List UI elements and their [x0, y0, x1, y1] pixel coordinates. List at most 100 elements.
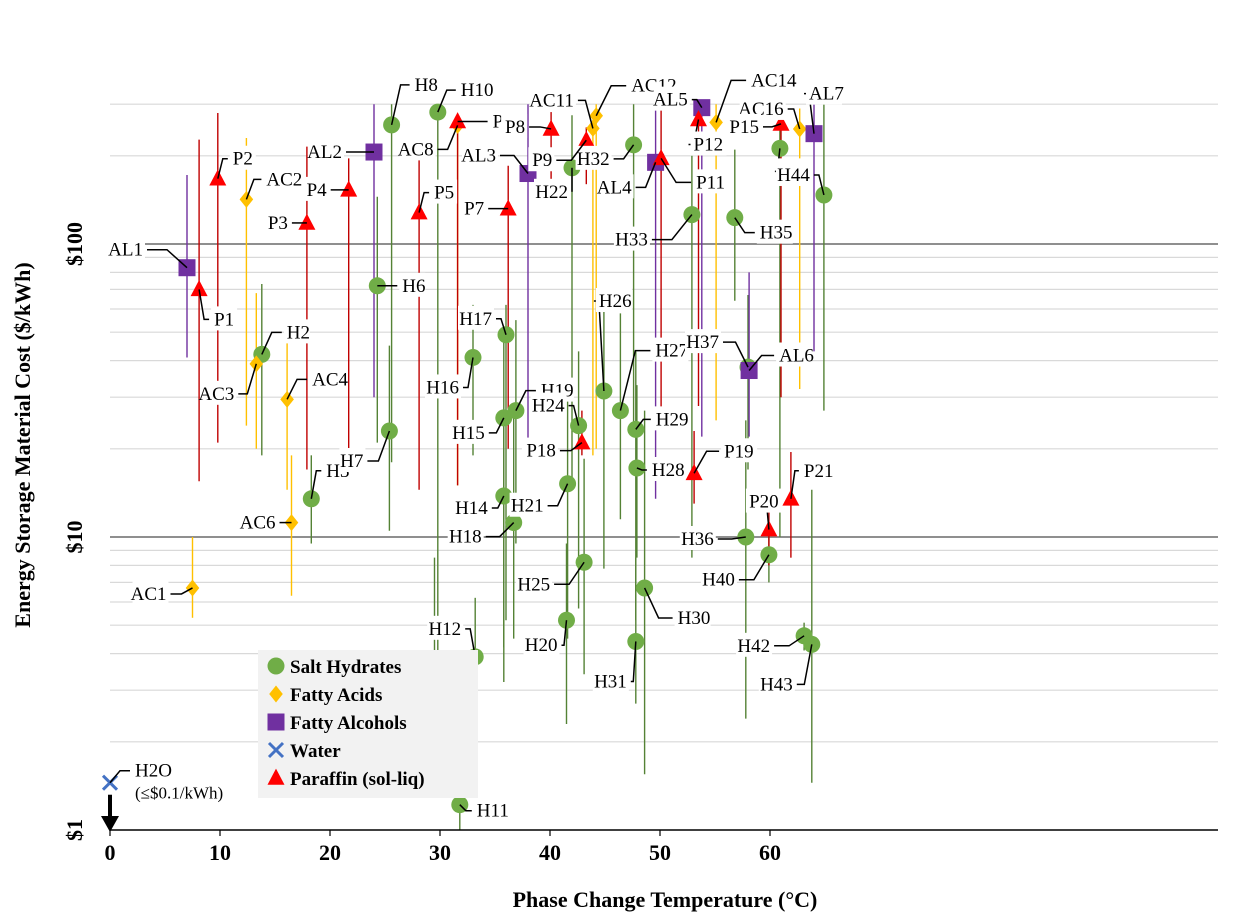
label-background — [806, 80, 842, 105]
label-leader — [198, 289, 210, 321]
label-leader — [217, 157, 228, 179]
label-background — [200, 380, 237, 405]
label-leader — [310, 470, 322, 499]
label-leader — [651, 214, 693, 241]
label-background — [241, 509, 278, 534]
label-leader — [245, 178, 262, 200]
label-leader — [463, 357, 474, 389]
point-label-h8: H8 — [415, 75, 438, 96]
point-label-al5: AL5 — [653, 90, 688, 111]
label-background — [453, 495, 490, 520]
label-background — [399, 272, 426, 297]
x-tick-label: 30 — [429, 840, 451, 865]
label-leader — [556, 139, 587, 161]
label-leader — [723, 341, 749, 368]
marker-p9 — [577, 130, 595, 148]
legend-label: Salt Hydrates — [290, 657, 401, 678]
label-background — [700, 566, 737, 591]
point-label-p7: P7 — [464, 199, 484, 220]
label-background — [736, 632, 773, 657]
label-background — [211, 306, 238, 331]
label-leader — [577, 99, 594, 129]
label-leader — [459, 804, 472, 812]
label-leader — [715, 79, 747, 123]
point-label-h10: H10 — [461, 80, 494, 101]
point-label-h2o: H2O — [135, 761, 172, 782]
label-leader — [147, 248, 188, 269]
point-label-h43: H43 — [760, 674, 793, 695]
point-label-p5: P5 — [434, 183, 454, 204]
label-background — [473, 797, 510, 822]
legend-marker-circle — [267, 657, 285, 675]
point-label-p1: P1 — [214, 309, 234, 330]
label-background — [399, 136, 436, 161]
label-background — [534, 178, 570, 203]
label-background — [109, 236, 145, 261]
label-leader — [619, 349, 651, 411]
label-background — [516, 571, 553, 596]
label-leader — [593, 300, 605, 392]
label-leader — [496, 318, 507, 335]
point-label-h35: H35 — [760, 223, 793, 244]
label-background — [263, 209, 290, 234]
label-leader — [547, 483, 569, 507]
label-leader — [595, 84, 627, 117]
marker-p12 — [690, 110, 707, 127]
label-leader — [790, 470, 799, 499]
label-leader — [630, 641, 637, 683]
water-cost-note: (≤$0.1/kWh) — [135, 784, 223, 803]
marker-p11 — [652, 149, 670, 166]
legend-marker-x — [267, 741, 285, 759]
label-leader — [748, 354, 775, 371]
label-background — [447, 523, 484, 548]
label-background — [653, 86, 690, 111]
label-background — [462, 142, 498, 167]
x-tick-label: 0 — [105, 840, 116, 865]
label-leader — [390, 84, 410, 126]
point-label-ac4: AC4 — [312, 369, 348, 390]
point-label-h14: H14 — [455, 498, 488, 519]
x-tick-label: 50 — [649, 840, 671, 865]
point-label-h2: H2 — [287, 322, 310, 343]
label-background — [309, 366, 346, 391]
label-background — [721, 438, 758, 463]
point-label-h20: H20 — [525, 635, 558, 656]
x-tick-label: 20 — [319, 840, 341, 865]
point-label-p2: P2 — [233, 149, 253, 170]
legend: Salt Hydrates Fatty Acids Fatty Alcohols Wa… — [258, 650, 478, 798]
label-leader — [813, 174, 825, 196]
label-background — [132, 580, 169, 605]
point-label-h29: H29 — [656, 409, 689, 430]
label-background — [521, 437, 558, 462]
label-background — [685, 329, 721, 354]
point-label-al3: AL3 — [461, 146, 496, 167]
label-background — [308, 139, 344, 164]
point-label-h26: H26 — [599, 291, 632, 312]
legend-label: Water — [290, 741, 341, 762]
label-background — [460, 195, 487, 220]
label-background — [756, 219, 793, 244]
point-label-al1: AL1 — [108, 240, 143, 261]
point-label-h40: H40 — [702, 570, 735, 591]
label-leader — [367, 430, 391, 462]
label-leader — [568, 404, 580, 426]
label-background — [229, 145, 256, 170]
point-label-al6: AL6 — [779, 346, 814, 367]
point-label-h21: H21 — [511, 496, 544, 517]
point-label-h36: H36 — [681, 529, 714, 550]
point-label-ac2: AC2 — [266, 169, 302, 190]
point-label-h42: H42 — [737, 636, 770, 657]
label-background — [132, 757, 168, 782]
marker-p4 — [340, 180, 358, 197]
point-label-ac11: AC11 — [529, 90, 574, 111]
point-label-h12: H12 — [428, 619, 461, 640]
point-label-p11: P11 — [696, 172, 725, 193]
label-background — [595, 287, 632, 312]
marker-p3 — [298, 213, 316, 230]
point-label-h25: H25 — [517, 574, 550, 595]
label-leader — [561, 620, 568, 646]
label-leader — [691, 98, 703, 109]
label-leader — [717, 536, 746, 540]
label-leader — [418, 191, 430, 213]
